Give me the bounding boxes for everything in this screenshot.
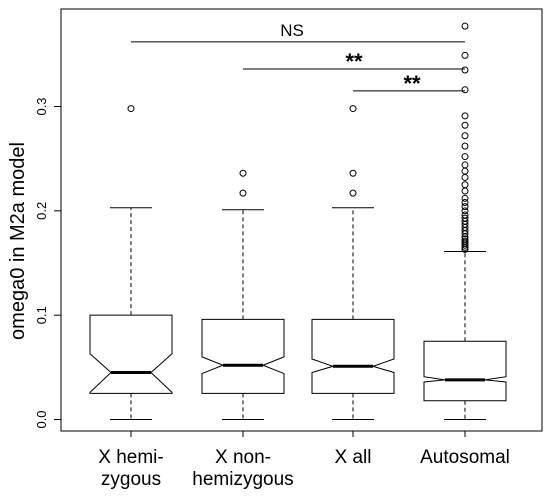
outlier-point bbox=[461, 181, 469, 189]
outlier-point bbox=[461, 121, 469, 129]
x-tick-label: X hemi- bbox=[98, 447, 163, 468]
outlier-point bbox=[461, 66, 469, 74]
outlier-point bbox=[461, 51, 469, 59]
outlier-point bbox=[461, 211, 469, 219]
x-tick-label: X all bbox=[335, 447, 372, 468]
box-group bbox=[423, 22, 507, 420]
outlier-point bbox=[461, 22, 469, 30]
y-axis-label: omega0 in M2a model bbox=[7, 142, 29, 340]
notched-box bbox=[201, 318, 285, 394]
x-axis-labels: X hemi-zygous X non-hemizygous X all Autoso… bbox=[98, 431, 510, 490]
y-axis: 0.0 0.1 0.2 0.3 bbox=[34, 97, 62, 429]
box-group bbox=[89, 105, 173, 420]
boxes bbox=[89, 22, 507, 420]
outlier-point bbox=[461, 142, 469, 150]
y-tick-label: 0.0 bbox=[34, 410, 49, 428]
significance-annotations: NS ** ** bbox=[131, 21, 465, 96]
outlier-point bbox=[349, 169, 357, 177]
notched-box bbox=[89, 314, 173, 394]
outlier-point bbox=[127, 105, 135, 113]
outlier-point bbox=[461, 207, 469, 215]
y-tick-label: 0.2 bbox=[34, 202, 49, 220]
outlier-point bbox=[461, 187, 469, 195]
notched-box bbox=[423, 340, 507, 402]
notched-box bbox=[311, 318, 395, 394]
significance-label: NS bbox=[280, 21, 304, 40]
outlier-point bbox=[349, 105, 357, 113]
x-tick-label: Autosomal bbox=[420, 447, 510, 468]
outlier-point bbox=[461, 235, 469, 243]
outlier-point bbox=[349, 189, 357, 197]
outlier-point bbox=[239, 189, 247, 197]
outlier-point bbox=[461, 237, 469, 245]
outlier-point bbox=[461, 214, 469, 222]
box-group bbox=[201, 169, 285, 420]
x-tick-label: hemizygous bbox=[192, 469, 293, 490]
significance-label: ** bbox=[345, 49, 363, 74]
outlier-point bbox=[461, 194, 469, 202]
x-tick-label: zygous bbox=[101, 469, 161, 490]
outlier-point bbox=[461, 167, 469, 175]
y-tick-label: 0.1 bbox=[34, 306, 49, 324]
outlier-point bbox=[461, 132, 469, 140]
box-group bbox=[311, 105, 395, 420]
outlier-point bbox=[239, 169, 247, 177]
outlier-point bbox=[461, 173, 469, 181]
outlier-point bbox=[461, 203, 469, 211]
outlier-point bbox=[461, 112, 469, 120]
significance-label: ** bbox=[403, 71, 421, 96]
outlier-point bbox=[461, 198, 469, 206]
outlier-point bbox=[461, 86, 469, 94]
y-tick-label: 0.3 bbox=[34, 97, 49, 115]
outlier-point bbox=[461, 161, 469, 169]
outlier-point bbox=[461, 153, 469, 161]
x-tick-label: X non- bbox=[215, 447, 271, 468]
